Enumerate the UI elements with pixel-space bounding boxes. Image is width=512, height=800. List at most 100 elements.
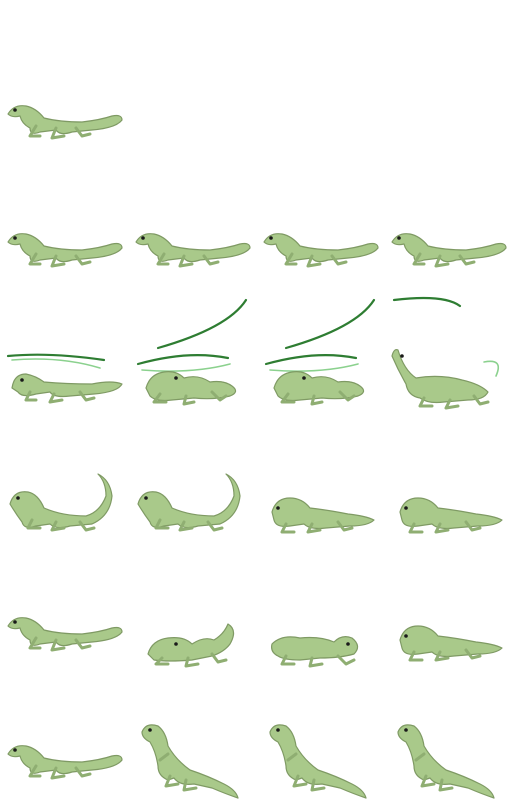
lizard-body xyxy=(269,724,367,799)
lizard-sprite-curl-reverse xyxy=(271,636,359,668)
sprite-frame-walk-1 xyxy=(0,160,128,288)
lizard-eye xyxy=(404,506,408,510)
sprite-frame-tail-swipe-attack-4 xyxy=(384,288,512,416)
slash-effect-3 xyxy=(156,298,248,350)
lizard-eye xyxy=(276,506,280,510)
lizard-leg-2 xyxy=(50,126,66,140)
lizard-sprite-rear-up xyxy=(397,724,495,799)
lizard-eye xyxy=(404,728,408,732)
lizard-leg-1 xyxy=(154,656,170,666)
lizard-leg-1 xyxy=(280,654,296,666)
lizard-sprite-side-walk xyxy=(263,233,379,268)
lizard-eye xyxy=(174,376,178,380)
lizard-leg-2 xyxy=(434,254,450,268)
lizard-leg-3 xyxy=(74,254,92,266)
lizard-leg-2 xyxy=(178,254,194,268)
lizard-sprite-curl-slash xyxy=(264,298,376,406)
lizard-eye xyxy=(13,748,17,752)
lizard-leg-3 xyxy=(338,390,356,402)
lizard-eye xyxy=(148,728,152,732)
lizard-sprite-curl xyxy=(147,623,235,668)
slash-effect-1 xyxy=(136,354,230,366)
lizard-leg-1 xyxy=(280,392,296,404)
sprite-frame-curl-1 xyxy=(0,544,128,672)
lizard-leg-2 xyxy=(50,520,66,532)
lizard-leg-1 xyxy=(154,518,170,530)
lizard-leg-1 xyxy=(280,522,296,534)
slash-effect-1 xyxy=(6,353,106,362)
lizard-leg-2 xyxy=(308,656,324,668)
lizard-leg-1 xyxy=(26,518,42,530)
lizard-leg-3 xyxy=(210,390,228,402)
lizard-body xyxy=(263,233,379,263)
lizard-sprite-tail-raised xyxy=(137,473,241,532)
lizard-leg-3 xyxy=(74,126,92,138)
sprite-frame-rear-up-3 xyxy=(256,672,384,800)
sprite-frame-walk-2 xyxy=(128,160,256,288)
lizard-body xyxy=(7,745,123,775)
lizard-eye xyxy=(13,620,17,624)
lizard-leg-3 xyxy=(464,520,482,532)
lizard-body xyxy=(391,233,507,263)
lizard-leg-3 xyxy=(210,652,228,664)
sprite-frame-tail-raise-4 xyxy=(384,416,512,544)
lizard-eye xyxy=(276,728,280,732)
lizard-body xyxy=(399,625,503,658)
sprite-frame-tail-swipe-attack-2 xyxy=(128,288,256,416)
lizard-leg-2 xyxy=(50,638,66,652)
lizard-leg-3 xyxy=(158,752,170,762)
lizard-leg-1 xyxy=(284,252,298,266)
lizard-leg-1 xyxy=(418,396,434,408)
sprite-sheet xyxy=(0,105,512,799)
lizard-leg-3 xyxy=(464,648,482,660)
slash-effect-1 xyxy=(392,296,462,308)
lizard-body xyxy=(137,473,241,529)
lizard-sprite-side-walk xyxy=(7,233,123,268)
lizard-body xyxy=(7,105,123,135)
lizard-leg-3 xyxy=(202,254,220,266)
slash-effect-2 xyxy=(141,363,231,372)
lizard-eye xyxy=(269,236,273,240)
sprite-frame-rear-up-2 xyxy=(128,672,256,800)
lizard-eye xyxy=(174,642,178,646)
lizard-sprite-side-walk xyxy=(7,745,123,780)
lizard-leg-3 xyxy=(458,254,476,266)
lizard-eye xyxy=(144,496,148,500)
lizard-eye xyxy=(400,354,404,358)
lizard-leg-3 xyxy=(336,520,354,532)
lizard-eye xyxy=(13,236,17,240)
lizard-leg-2 xyxy=(182,394,196,406)
lizard-body xyxy=(9,473,113,529)
lizard-leg-2 xyxy=(184,656,200,668)
lizard-leg-1 xyxy=(408,650,424,662)
lizard-leg-2 xyxy=(48,392,64,404)
sprite-frame-tail-raise-2 xyxy=(128,416,256,544)
lizard-leg-2 xyxy=(306,254,322,268)
lizard-body xyxy=(391,349,489,404)
lizard-leg-1 xyxy=(408,522,424,534)
lizard-eye xyxy=(397,236,401,240)
lizard-body xyxy=(399,497,503,530)
lizard-leg-1 xyxy=(152,392,168,404)
lizard-leg-3 xyxy=(286,752,298,762)
slash-effect-2 xyxy=(11,358,101,369)
lizard-leg-3 xyxy=(336,654,356,666)
sprite-frame-rear-up-1 xyxy=(0,672,128,800)
slash-effect-3 xyxy=(284,298,376,350)
lizard-body xyxy=(271,636,359,661)
lizard-leg-2 xyxy=(50,254,66,268)
lizard-leg-2 xyxy=(434,522,450,534)
lizard-eye xyxy=(141,236,145,240)
sprite-frame-rear-up-4 xyxy=(384,672,512,800)
lizard-leg-2 xyxy=(444,398,460,410)
lizard-eye xyxy=(16,496,20,500)
lizard-leg-2 xyxy=(178,520,194,532)
sprite-frame-walk-4 xyxy=(384,160,512,288)
lizard-sprite-hunch xyxy=(399,625,503,662)
lizard-leg-2 xyxy=(434,650,450,662)
lizard-sprite-hunch xyxy=(271,497,375,534)
sprite-frame-walk-3 xyxy=(256,160,384,288)
lizard-leg-1 xyxy=(28,124,42,138)
lizard-eye xyxy=(302,376,306,380)
lizard-sprite-side-walk xyxy=(7,105,123,140)
